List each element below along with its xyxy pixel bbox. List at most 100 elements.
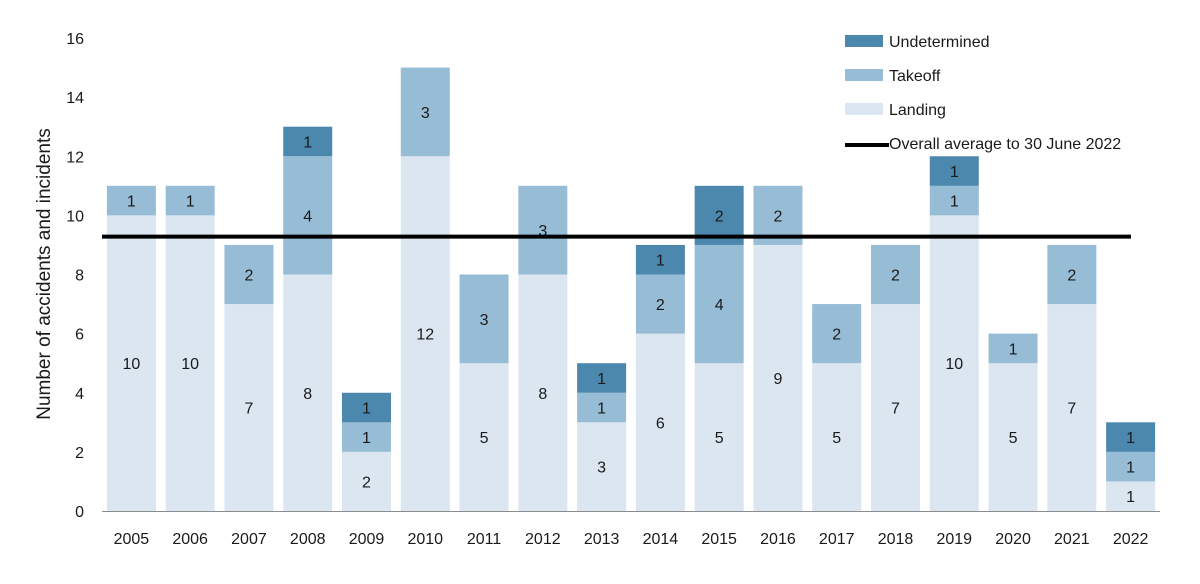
x-tick-label-2006: 2006 — [172, 531, 208, 548]
legend-swatch-takeoff — [845, 69, 883, 81]
bar-takeoff-2013 — [577, 392, 627, 423]
legend-swatch-undetermined — [845, 35, 883, 47]
x-tick-label-2017: 2017 — [819, 531, 855, 548]
bar-landing-2007 — [224, 304, 274, 511]
bar-landing-2014 — [635, 333, 685, 512]
bar-label-undetermined-2019: 1 — [950, 164, 959, 181]
bar-landing-2010 — [400, 156, 450, 511]
axis-layer: 2005 2006 2007 2008 2009 2010 2011 2012 2013 2014… — [66, 31, 1160, 548]
bar-landing-2006 — [165, 215, 215, 512]
bar-label-landing-2015: 5 — [715, 430, 724, 447]
bar-label-takeoff-2018: 2 — [891, 268, 900, 285]
bar-label-landing-2009: 2 — [362, 474, 371, 491]
bar-label-landing-2010: 12 — [416, 327, 434, 344]
bar-label-takeoff-2020: 1 — [1009, 341, 1018, 358]
bar-label-undetermined-2022: 1 — [1126, 430, 1135, 447]
legend: Undetermined Takeoff Landing Overall averag… — [845, 34, 1121, 153]
y-tick-label-16: 16 — [66, 31, 84, 48]
bar-label-undetermined-2013: 1 — [597, 371, 606, 388]
x-tick-label-2008: 2008 — [290, 531, 326, 548]
legend-label-takeoff: Takeoff — [889, 68, 941, 85]
bar-label-landing-2007: 7 — [244, 401, 253, 418]
bar-label-takeoff-2021: 2 — [1067, 268, 1076, 285]
bar-label-takeoff-2006: 1 — [186, 194, 195, 211]
x-tick-label-2009: 2009 — [349, 531, 385, 548]
bar-landing-2011 — [459, 363, 509, 511]
bar-landing-2015 — [694, 363, 744, 511]
x-tick-label-2005: 2005 — [114, 531, 150, 548]
bar-takeoff-2020 — [988, 333, 1038, 364]
bar-label-takeoff-2005: 1 — [127, 194, 136, 211]
bar-label-undetermined-2014: 1 — [656, 253, 665, 270]
legend-label-overall-average-to-30-june-2022: Overall average to 30 June 2022 — [889, 136, 1121, 153]
bar-landing-2022 — [1106, 481, 1156, 511]
bar-landing-2021 — [1047, 304, 1097, 511]
bar-label-takeoff-2016: 2 — [773, 208, 782, 225]
x-tick-label-2016: 2016 — [760, 531, 796, 548]
bar-label-landing-2020: 5 — [1009, 430, 1018, 447]
bar-label-landing-2022: 1 — [1126, 489, 1135, 506]
bar-label-takeoff-2010: 3 — [421, 105, 430, 122]
bar-landing-2020 — [988, 363, 1038, 511]
bar-label-landing-2014: 6 — [656, 415, 665, 432]
bar-landing-2016 — [753, 244, 803, 511]
bar-landing-2005 — [106, 215, 156, 512]
x-tick-label-2021: 2021 — [1054, 531, 1090, 548]
bar-label-landing-2019: 10 — [945, 356, 963, 373]
bar-takeoff-2011 — [459, 274, 509, 364]
x-tick-label-2011: 2011 — [467, 531, 502, 548]
bar-takeoff-2019 — [929, 185, 979, 216]
bar-label-takeoff-2007: 2 — [244, 268, 253, 285]
y-tick-label-8: 8 — [75, 268, 84, 285]
bar-label-takeoff-2014: 2 — [656, 297, 665, 314]
bar-label-takeoff-2017: 2 — [832, 327, 841, 344]
bar-label-takeoff-2022: 1 — [1126, 460, 1135, 477]
bar-label-undetermined-2009: 1 — [362, 401, 371, 418]
bar-takeoff-2009 — [342, 422, 391, 452]
bar-landing-2013 — [577, 422, 627, 511]
bar-label-takeoff-2011: 3 — [480, 312, 489, 329]
bar-takeoff-2010 — [400, 67, 450, 157]
bar-label-takeoff-2008: 4 — [303, 208, 312, 225]
bar-label-landing-2006: 10 — [181, 356, 199, 373]
bar-landing-2017 — [812, 363, 862, 511]
bar-label-takeoff-2012: 3 — [538, 223, 547, 240]
bar-takeoff-2017 — [812, 304, 862, 364]
bar-takeoff-2006 — [165, 185, 215, 216]
bar-landing-2018 — [871, 304, 920, 511]
bars-layer — [106, 67, 1156, 512]
bar-label-takeoff-2009: 1 — [362, 430, 371, 447]
bar-undetermined-2009 — [342, 392, 391, 423]
bar-label-landing-2013: 3 — [597, 460, 606, 477]
bar-landing-2012 — [518, 274, 568, 511]
bar-undetermined-2019 — [929, 156, 979, 186]
legend-label-landing: Landing — [889, 102, 946, 119]
y-tick-label-14: 14 — [66, 90, 84, 107]
bar-label-landing-2011: 5 — [480, 430, 489, 447]
y-tick-label-12: 12 — [66, 149, 84, 166]
x-tick-label-2010: 2010 — [407, 531, 443, 548]
bar-label-landing-2012: 8 — [538, 386, 547, 403]
bar-label-landing-2008: 8 — [303, 386, 312, 403]
bar-label-undetermined-2008: 1 — [303, 134, 312, 151]
bar-landing-2009 — [342, 451, 391, 512]
bar-label-landing-2016: 9 — [773, 371, 782, 388]
y-tick-label-10: 10 — [66, 208, 84, 225]
x-tick-label-2015: 2015 — [701, 531, 737, 548]
bar-takeoff-2012 — [518, 185, 568, 275]
x-tick-label-2007: 2007 — [231, 531, 267, 548]
bar-label-landing-2018: 7 — [891, 401, 900, 418]
legend-swatch-landing — [845, 103, 883, 115]
bar-label-landing-2017: 5 — [832, 430, 841, 447]
bar-label-undetermined-2015: 2 — [715, 208, 724, 225]
bar-takeoff-2018 — [871, 244, 920, 305]
y-tick-label-0: 0 — [75, 504, 84, 521]
bar-label-takeoff-2019: 1 — [950, 194, 959, 211]
bar-undetermined-2013 — [577, 363, 627, 393]
x-tick-label-2019: 2019 — [936, 531, 972, 548]
x-tick-label-2013: 2013 — [584, 531, 620, 548]
y-tick-label-4: 4 — [75, 386, 84, 403]
bar-landing-2019 — [929, 215, 979, 512]
